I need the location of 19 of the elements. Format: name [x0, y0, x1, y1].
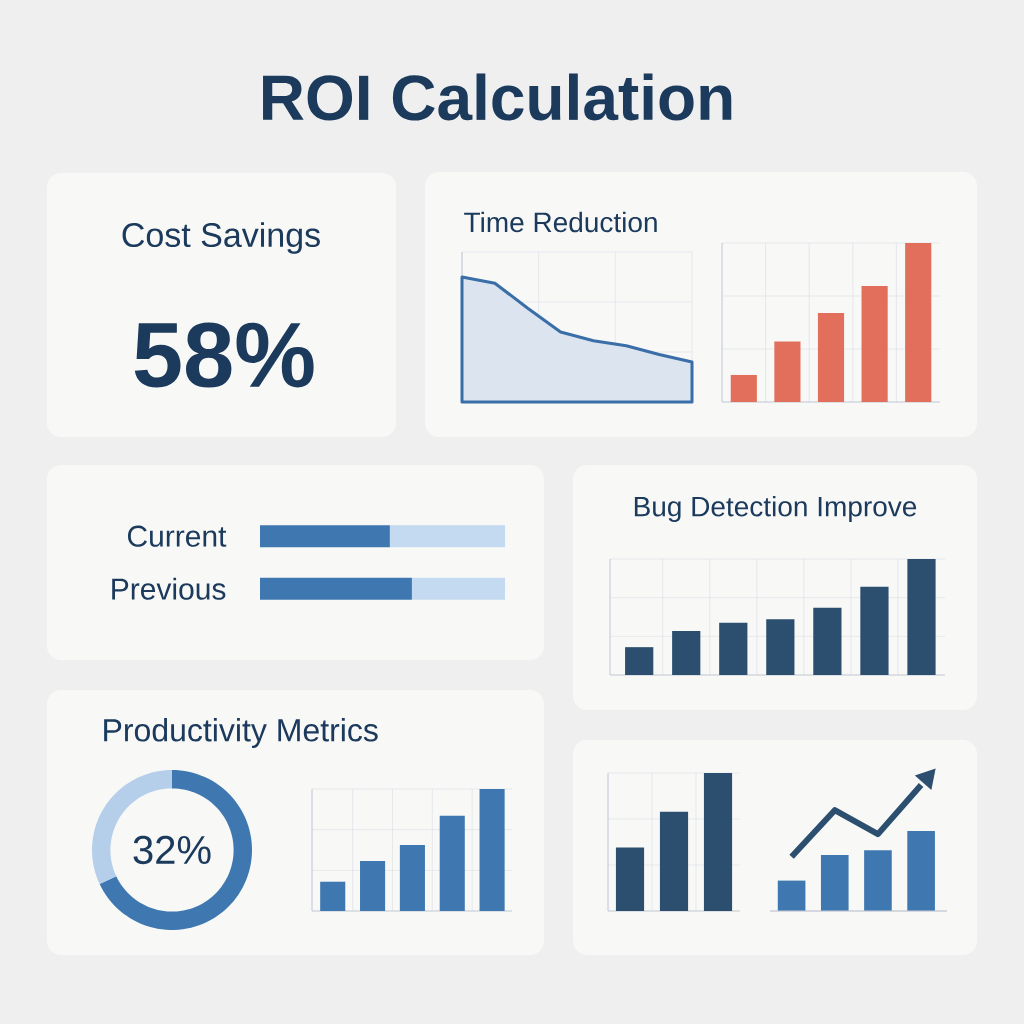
text: Cost Savings	[122, 222, 320, 254]
bar	[360, 860, 386, 911]
y-tick-label: Current	[127, 525, 227, 547]
chart-title: Productivity Metrics	[104, 718, 378, 748]
bar	[905, 242, 932, 402]
text: ROI Calculation	[263, 73, 732, 121]
bar	[479, 789, 505, 911]
bar	[399, 845, 425, 911]
bar	[439, 815, 465, 911]
chart-title: Bug Detection Improve	[634, 495, 917, 523]
bar	[817, 312, 845, 402]
chart-title: Time Reduction	[464, 211, 657, 233]
y-tick-label: Previous	[112, 577, 226, 600]
bar	[730, 374, 757, 402]
text: 58%	[134, 322, 314, 388]
bar	[774, 341, 801, 402]
bar	[320, 881, 346, 911]
bar	[861, 285, 888, 402]
text: 32%	[133, 835, 211, 865]
